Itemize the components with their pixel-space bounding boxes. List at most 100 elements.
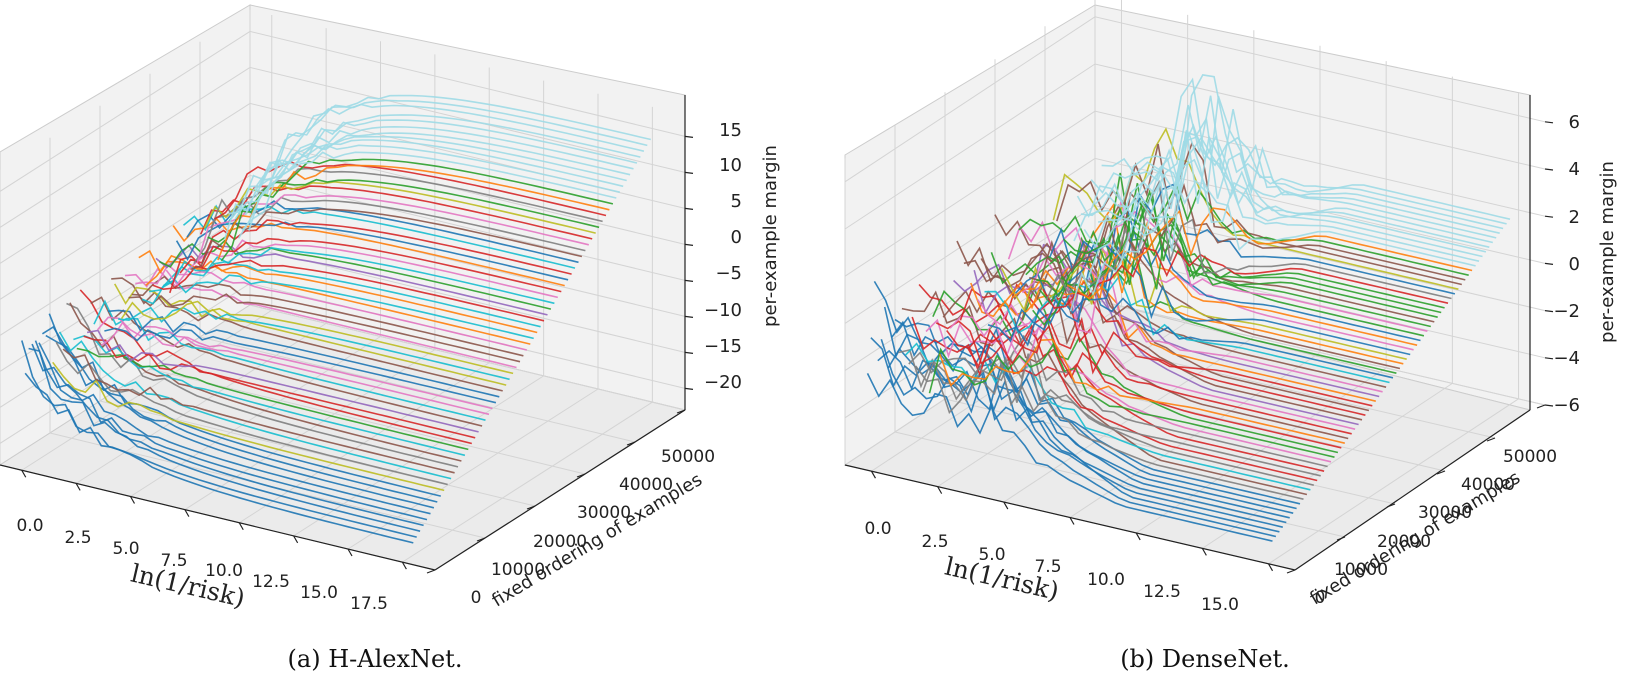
y-tick-label: 10000 [1334,560,1388,580]
tick-marks [870,121,1554,574]
z-axis-label: per-example margin [1597,161,1618,343]
example-margin-line [949,298,1356,430]
x-tick-mark [870,470,876,479]
example-margin-line [145,260,538,334]
y-tick-label: 10000 [491,560,545,580]
y-tick-mark [1536,404,1546,409]
example-margin-line [1104,116,1511,244]
example-margin-line [111,277,503,392]
y-tick-mark [1286,569,1296,574]
example-margin-line [114,283,507,386]
z-tick-label: 2 [1569,207,1580,228]
x-tick-label: 7.5 [1034,557,1061,577]
example-margin-line [48,313,441,497]
example-margin-line [190,208,583,271]
y-tick-mark [426,569,436,574]
example-margin-line [162,246,555,305]
example-margin-line [21,340,414,544]
example-margin-line [73,334,466,457]
y-tick-mark [1486,437,1496,442]
y-tick-mark [1436,470,1446,475]
panel-densenet: 0.0 2.5 5.0 7.5 10.0 12.5 15.0 0 10000 2… [843,0,1618,673]
example-margin-line [908,345,1314,486]
example-margin-line [31,343,424,527]
z-tick-label: 15 [719,120,742,141]
example-margin-line [939,338,1345,444]
x-tick-label: 10.0 [205,561,243,581]
y-tick-label: 0 [471,588,482,608]
wall-gridline [0,138,686,300]
floor-gridline [130,336,381,497]
example-margin-line [148,260,541,328]
y-axis-line [434,409,686,571]
example-margin-line [935,320,1342,449]
x-tick-label: 12.5 [252,572,290,592]
z-tick-label: −10 [704,300,742,321]
example-margin-line [1042,247,1449,309]
example-margin-line [987,265,1394,379]
example-margin-line [980,237,1387,388]
example-margin-line [901,290,1308,496]
example-margin-line [898,349,1304,500]
example-margin-line [997,242,1404,365]
z-tick-mark [684,243,694,246]
example-margin-line [159,239,552,310]
series-lines [866,74,1511,542]
y-tick-mark [576,473,586,478]
wall-gridline [0,30,686,192]
example-margin-line [248,114,641,231]
z-tick-label: −6 [1553,395,1580,416]
example-margin-line [241,125,634,231]
y-tick-label: 20000 [1377,532,1431,552]
z-tick-label: −15 [704,336,742,357]
example-margin-line [96,316,490,416]
example-margin-line [1083,131,1490,249]
example-margin-line [152,259,545,322]
z-tick-mark [684,171,694,174]
example-margin-line [251,103,645,193]
example-margin-line [1101,74,1507,225]
z-tick-mark [1544,310,1554,313]
example-margin-line [196,194,589,264]
y-tick-label: 50000 [1503,447,1557,467]
wall-gridline [0,174,686,336]
example-margin-line [34,340,428,521]
x-tick-label: 5.0 [112,539,139,559]
example-margin-line [175,221,569,281]
x-tick-mark [184,509,190,517]
example-margin-line [220,158,614,262]
z-tick-label: 10 [719,155,742,176]
floor-gridline [994,365,1446,472]
floor-gridline [149,368,586,475]
x-tick-label: 7.5 [160,551,187,571]
x-tick-mark [1003,501,1009,510]
floor-gridline [937,321,1188,488]
tick-marks [21,135,694,574]
example-margin-line [1087,130,1493,280]
y-tick-label: 30000 [577,503,631,523]
floor-gridline [1044,332,1496,439]
example-margin-line [207,178,600,243]
example-margin-line [1007,200,1414,351]
x-tick-mark [238,522,244,531]
example-margin-line [86,329,479,433]
wall-gridline [844,63,1546,230]
example-margin-line [104,327,497,404]
x-tick-label: 0.0 [16,516,43,536]
x-tick-mark [1201,548,1207,556]
z-tick-mark [684,135,694,138]
example-margin-line [1036,183,1442,314]
caption: (a) H-AlexNet. [288,645,463,673]
x-tick-label: 15.0 [1201,595,1239,615]
wall-gridline [844,157,1546,324]
example-margin-line [28,347,421,532]
y-tick-mark [676,409,686,414]
x-tick-mark [75,483,81,491]
example-margin-line [990,236,1397,374]
x-tick-label: 10.0 [1087,570,1125,590]
example-margin-line [258,94,651,187]
floor-gridline [293,375,544,537]
z-tick-label: 4 [1569,159,1580,180]
example-margin-line [45,334,438,503]
example-margin-line [921,334,1328,468]
